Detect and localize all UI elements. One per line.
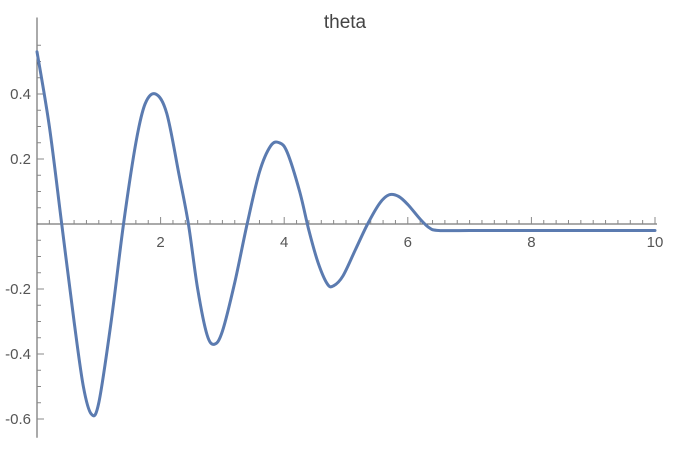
y-tick-label: -0.2 (5, 281, 31, 298)
chart-title: theta (324, 12, 367, 33)
y-tick-label: 0.2 (10, 151, 31, 168)
y-tick-label: -0.6 (5, 411, 31, 428)
x-tick-label: 2 (156, 234, 164, 251)
axis-ticks (37, 44, 656, 420)
y-tick-label: 0.4 (10, 86, 31, 103)
axes (36, 17, 657, 438)
y-tick-label: -0.4 (5, 346, 31, 363)
tick-labels: 2 4 6 8 10 -0.6 -0.4 -0.2 0.2 0.4 (5, 86, 663, 428)
x-tick-label: 4 (280, 234, 288, 251)
x-tick-label: 8 (527, 234, 535, 251)
x-tick-label: 6 (404, 234, 412, 251)
x-tick-label: 10 (647, 234, 664, 251)
plot-area (35, 50, 657, 418)
series-line (35, 50, 657, 418)
